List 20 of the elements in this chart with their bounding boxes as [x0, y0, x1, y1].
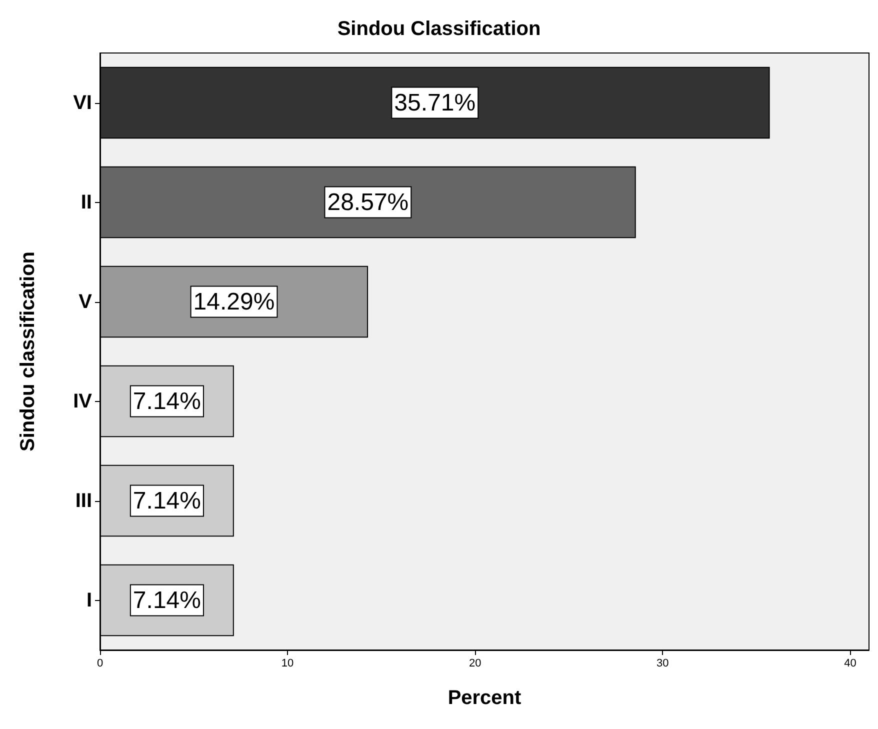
x-tick-label: 40 [844, 658, 856, 670]
data-label: 28.57% [327, 188, 409, 216]
x-tick-label: 10 [281, 658, 294, 670]
x-tick-label: 20 [468, 658, 482, 670]
x-tick-label: 0 [96, 658, 104, 670]
data-label: 7.14% [132, 586, 201, 614]
y-tick-label: VI [73, 92, 92, 114]
data-label: 7.14% [132, 487, 201, 514]
data-label: 14.29% [193, 288, 275, 316]
data-label: 35.71% [394, 89, 476, 116]
x-axis-title: Percent [448, 687, 522, 709]
chart-title: Sindou Classification [337, 18, 541, 40]
y-tick-label: III [75, 490, 92, 512]
y-tick-label: I [86, 589, 92, 612]
data-label: 7.14% [132, 388, 201, 415]
y-tick-label: II [80, 191, 92, 214]
y-tick-label: IV [73, 390, 93, 412]
x-tick-label: 30 [656, 658, 669, 670]
y-axis-title: Sindou classification [17, 251, 39, 452]
y-tick-label: V [78, 290, 93, 313]
